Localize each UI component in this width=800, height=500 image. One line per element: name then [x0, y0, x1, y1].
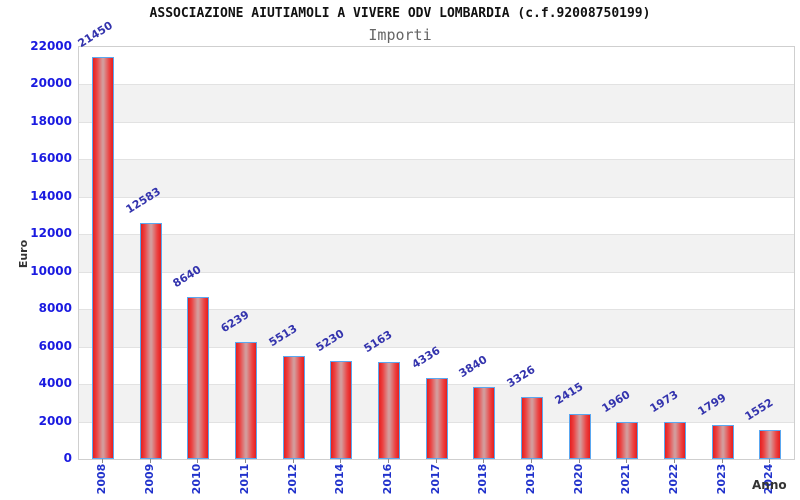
plot-band: [79, 84, 794, 122]
plot-area: [78, 46, 795, 460]
gridline: [79, 309, 794, 311]
x-tick-mark: [483, 459, 485, 463]
y-tick-label: 2000: [38, 413, 72, 428]
x-tick-mark: [244, 459, 246, 463]
bar: [377, 362, 400, 459]
y-tick-label: 22000: [30, 39, 72, 53]
y-tick-label: 14000: [30, 188, 72, 203]
chart-subtitle: Importi: [368, 26, 432, 44]
bar: [91, 57, 114, 459]
y-tick-label: 10000: [30, 263, 72, 278]
x-tick-label: 2021: [619, 463, 633, 495]
x-tick-mark: [673, 459, 675, 463]
x-tick-mark: [197, 459, 199, 463]
x-tick-label: 2020: [571, 463, 585, 495]
y-tick-label: 4000: [38, 376, 72, 391]
y-tick-label: 0: [63, 451, 72, 465]
x-tick-mark: [101, 459, 103, 463]
bar: [568, 413, 591, 459]
gridline: [79, 271, 794, 273]
bar: [187, 297, 210, 459]
x-tick-mark: [530, 459, 532, 463]
x-tick-label: 2012: [285, 463, 299, 495]
x-tick-mark: [769, 459, 771, 463]
bar: [234, 342, 257, 459]
x-tick-label: 2016: [380, 463, 394, 495]
x-tick-label: 2017: [428, 463, 442, 495]
x-tick-label: 2023: [714, 463, 728, 495]
x-tick-mark: [340, 459, 342, 463]
bar: [663, 422, 686, 459]
x-tick-mark: [721, 459, 723, 463]
gridline: [79, 196, 794, 198]
plot-band: [79, 159, 794, 197]
x-tick-mark: [626, 459, 628, 463]
plot-band: [79, 47, 794, 84]
bar: [139, 223, 162, 459]
y-tick-label: 20000: [30, 76, 72, 91]
bar: [425, 377, 448, 459]
x-tick-label: 2010: [190, 463, 204, 495]
x-tick-mark: [387, 459, 389, 463]
x-tick-label: 2014: [333, 463, 347, 495]
x-tick-label: 2009: [142, 463, 156, 495]
x-tick-mark: [435, 459, 437, 463]
bar: [330, 361, 353, 459]
gridline: [79, 121, 794, 123]
y-tick-label: 12000: [30, 226, 72, 241]
bar: [711, 425, 734, 459]
bar: [520, 396, 543, 459]
x-tick-label: 2022: [666, 463, 680, 495]
x-tick-mark: [578, 459, 580, 463]
gridline: [79, 346, 794, 348]
bar: [473, 387, 496, 459]
x-tick-label: 2008: [94, 463, 108, 495]
x-tick-label: 2018: [476, 463, 490, 495]
x-tick-mark: [149, 459, 151, 463]
y-tick-label: 18000: [30, 113, 72, 128]
x-tick-label: 2019: [523, 463, 537, 495]
chart-title: ASSOCIAZIONE AIUTIAMOLI A VIVERE ODV LOM…: [149, 6, 651, 21]
bar: [759, 429, 782, 459]
gridline: [79, 84, 794, 86]
y-tick-label: 8000: [38, 301, 72, 316]
x-tick-label: 2011: [237, 463, 251, 495]
plot-band: [79, 197, 794, 234]
plot-band: [79, 122, 794, 159]
bar: [616, 422, 639, 459]
plot-band: [79, 234, 794, 272]
gridline: [79, 159, 794, 161]
y-tick-label: 6000: [38, 338, 72, 353]
x-axis-title: Anno: [752, 478, 787, 492]
bar: [282, 355, 305, 459]
gridline: [79, 234, 794, 236]
y-tick-label: 16000: [30, 151, 72, 166]
x-tick-mark: [292, 459, 294, 463]
